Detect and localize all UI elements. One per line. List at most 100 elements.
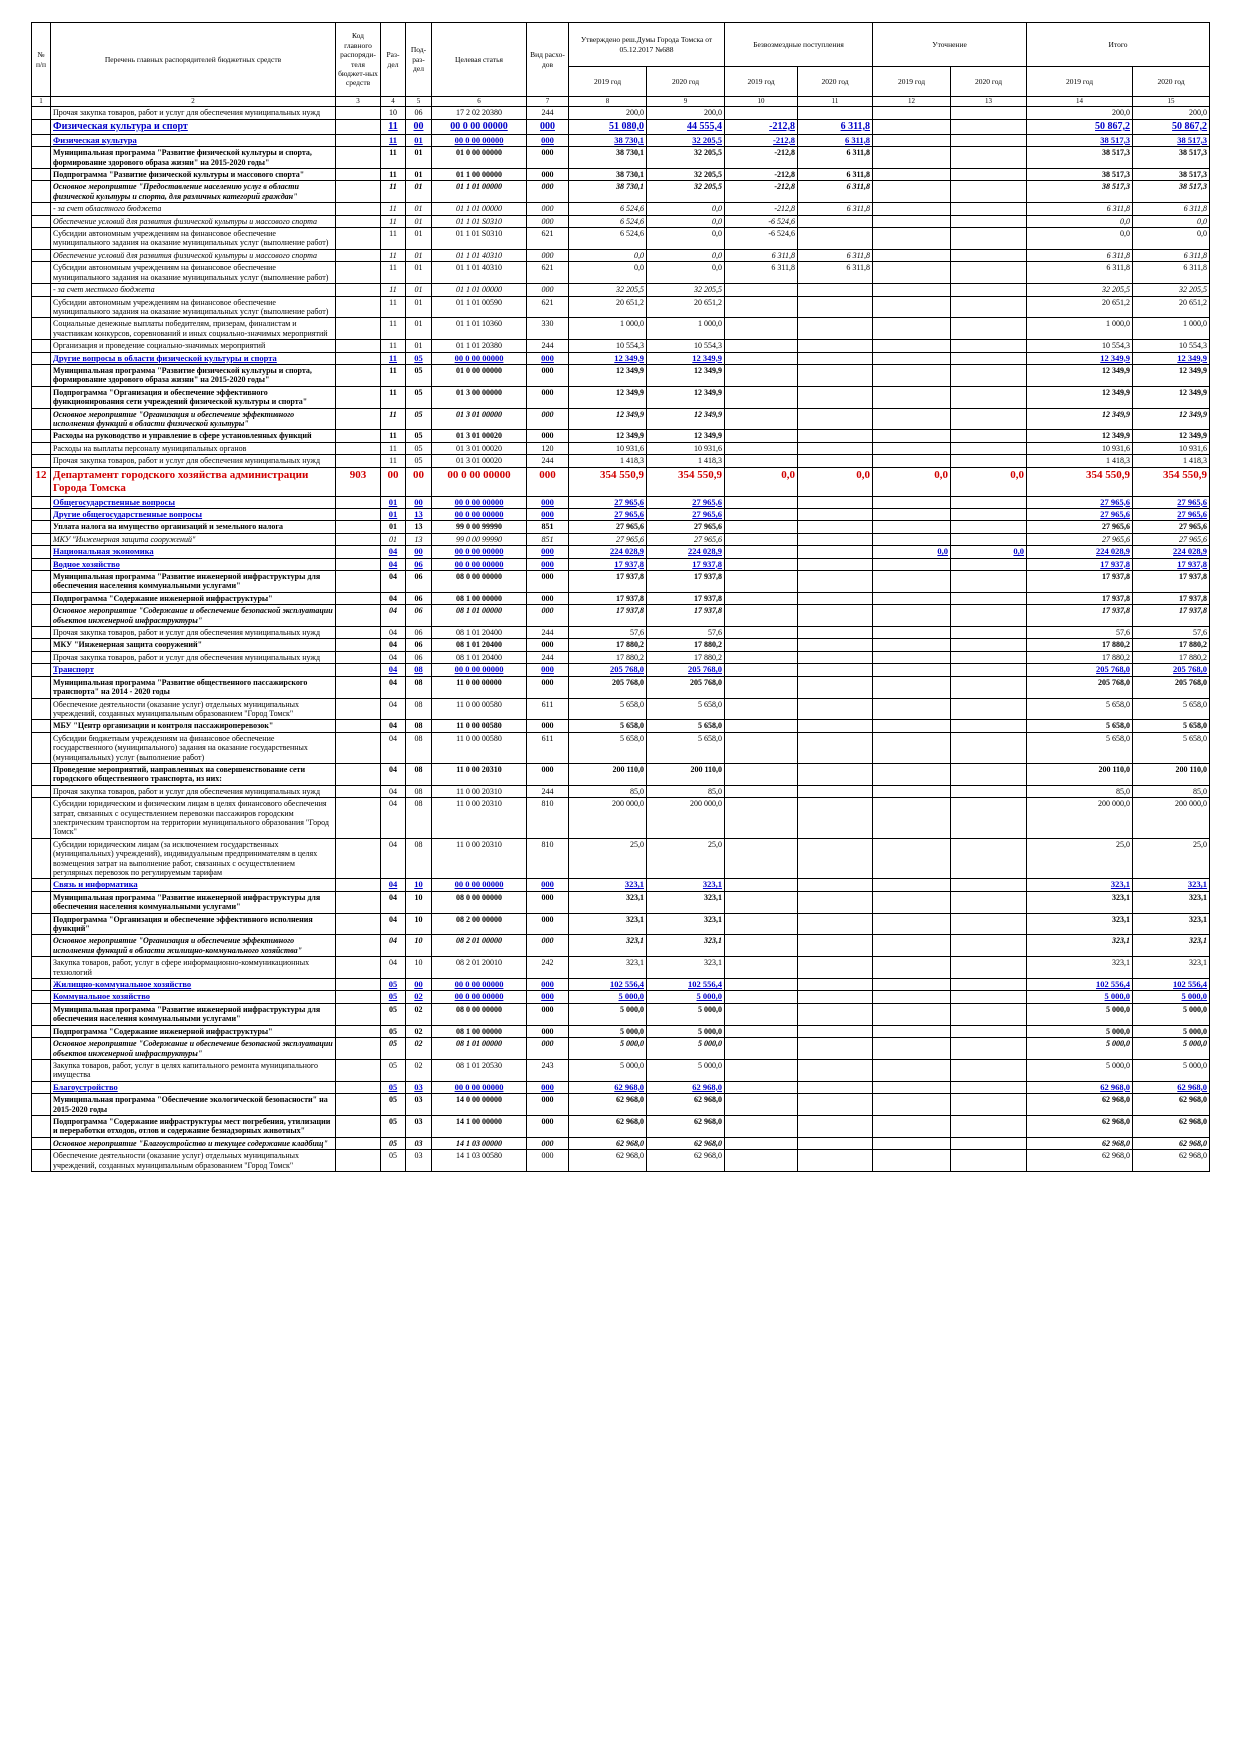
table-cell [950, 180, 1028, 204]
table-cell [31, 956, 51, 980]
table-cell [31, 454, 51, 468]
table-cell [872, 1002, 952, 1026]
table-cell: 243 [526, 1058, 569, 1082]
table-cell [950, 295, 1028, 319]
table-cell: 200,0 [568, 106, 647, 120]
table-row: Прочая закупка товаров, работ и услуг дл… [31, 626, 1211, 640]
table-cell [872, 532, 952, 547]
table-cell: 000 [526, 604, 569, 628]
table-cell: Основное мероприятие "Предоставление нас… [50, 180, 336, 204]
table-row: Подпрограмма "Развитие физической культу… [31, 168, 1211, 182]
table-cell: 08 1 01 00000 [431, 1037, 527, 1060]
table-cell [797, 441, 874, 456]
table-cell: 000 [526, 146, 569, 170]
table-cell: 1 418,3 [1026, 454, 1134, 468]
table-cell [872, 890, 952, 914]
table-cell: 00 0 00 00000 [431, 878, 527, 892]
table-cell: 12 349,9 [1026, 385, 1134, 409]
table-cell [797, 1024, 874, 1039]
table-row: Обеспечение деятельности (оказание услуг… [31, 1149, 1211, 1172]
table-cell [335, 454, 381, 468]
table-cell [950, 227, 1028, 250]
table-cell: 27 965,6 [1026, 520, 1134, 534]
table-cell [724, 495, 799, 510]
table-cell [950, 339, 1028, 353]
table-row: Основное мероприятие "Содержание и обесп… [31, 1037, 1211, 1060]
table-cell [872, 1149, 952, 1172]
table-cell: 5 000,0 [645, 1037, 726, 1060]
table-cell: 5 658,0 [1132, 697, 1211, 721]
table-cell: Закупка товаров, работ, услуг в целях ка… [50, 1058, 336, 1082]
table-cell: -212,8 [724, 168, 799, 182]
table-cell: 08 0 00 00000 [431, 570, 527, 593]
table-cell: 12 349,9 [1132, 351, 1211, 365]
table-cell [724, 956, 799, 980]
table-cell [724, 890, 799, 914]
table-cell: 000 [526, 545, 569, 559]
budget-table: № п/п Перечень главных распорядителей бю… [31, 22, 1211, 1172]
table-cell: 810 [526, 837, 569, 880]
table-cell [797, 837, 874, 880]
table-cell: Общегосударственные вопросы [50, 495, 336, 510]
table-cell [797, 591, 874, 606]
table-cell: 0,0 [872, 466, 952, 497]
table-row: Физическая культура и спорт 11 00 00 0 00 0… [31, 118, 1211, 135]
table-cell: 85,0 [1026, 784, 1134, 799]
table-cell: 25,0 [645, 837, 726, 880]
table-cell: 01 [405, 283, 432, 297]
table-cell [797, 407, 874, 431]
table-cell: 5 000,0 [568, 1058, 647, 1082]
table-cell: 05 [405, 363, 432, 387]
table-cell [335, 1093, 381, 1116]
table-cell [950, 133, 1028, 148]
table-cell [797, 934, 874, 958]
table-row: Транспорт 04 08 00 0 00 00000 000 205 768,0 20… [31, 663, 1211, 677]
header-cell: Код главного распоряди-теля бюджет-ных с… [335, 22, 381, 97]
table-cell: 01 1 01 00000 [431, 202, 527, 216]
table-cell: Коммунальное хозяйство [50, 990, 336, 1004]
table-cell: 62 968,0 [1026, 1136, 1134, 1151]
table-cell: 04 [380, 591, 406, 606]
table-cell: 0,0 [645, 202, 726, 216]
table-cell: 000 [526, 180, 569, 204]
table-cell [950, 697, 1028, 721]
header-number: 10 [724, 95, 799, 108]
table-cell [950, 1149, 1028, 1172]
table-cell [797, 978, 874, 992]
table-cell: 32 205,5 [568, 283, 647, 297]
table-cell: 0,0 [872, 545, 952, 559]
table-cell: 11 [380, 295, 406, 319]
table-cell [872, 283, 952, 297]
table-cell: 6 311,8 [797, 168, 874, 182]
table-cell: 03 [405, 1114, 432, 1138]
header-group: Итого [1026, 22, 1211, 67]
table-cell [950, 168, 1028, 182]
table-cell: 000 [526, 133, 569, 148]
table-cell: 01 [380, 532, 406, 547]
table-cell: Жилищно-коммунальное хозяйство [50, 978, 336, 992]
table-cell: 01 [405, 180, 432, 204]
table-cell: -6 524,6 [724, 214, 799, 229]
table-cell: 27 965,6 [645, 495, 726, 510]
table-cell: 04 [380, 697, 406, 721]
table-cell: 06 [405, 638, 432, 652]
table-cell [950, 1058, 1028, 1082]
table-cell: 0,0 [797, 466, 874, 497]
table-cell [950, 1080, 1028, 1095]
table-cell [335, 227, 381, 250]
table-cell [872, 248, 952, 263]
table-cell: 17 880,2 [645, 650, 726, 665]
table-cell: 38 517,3 [1132, 146, 1211, 170]
table-cell: МБУ "Центр организации и контроля пассаж… [50, 719, 336, 733]
table-cell: 05 [380, 978, 406, 992]
table-cell [335, 545, 381, 559]
table-cell: 11 [380, 454, 406, 468]
table-cell: 1 000,0 [645, 317, 726, 341]
table-cell: 85,0 [645, 784, 726, 799]
table-cell: 03 [405, 1149, 432, 1172]
table-cell: 851 [526, 520, 569, 534]
table-cell: 00 0 00 00000 [431, 663, 527, 677]
table-cell: Субсидии юридическим лицам (за исключени… [50, 837, 336, 880]
table-cell: 00 0 00 00000 [431, 351, 527, 365]
table-cell: 102 556,4 [1132, 978, 1211, 992]
